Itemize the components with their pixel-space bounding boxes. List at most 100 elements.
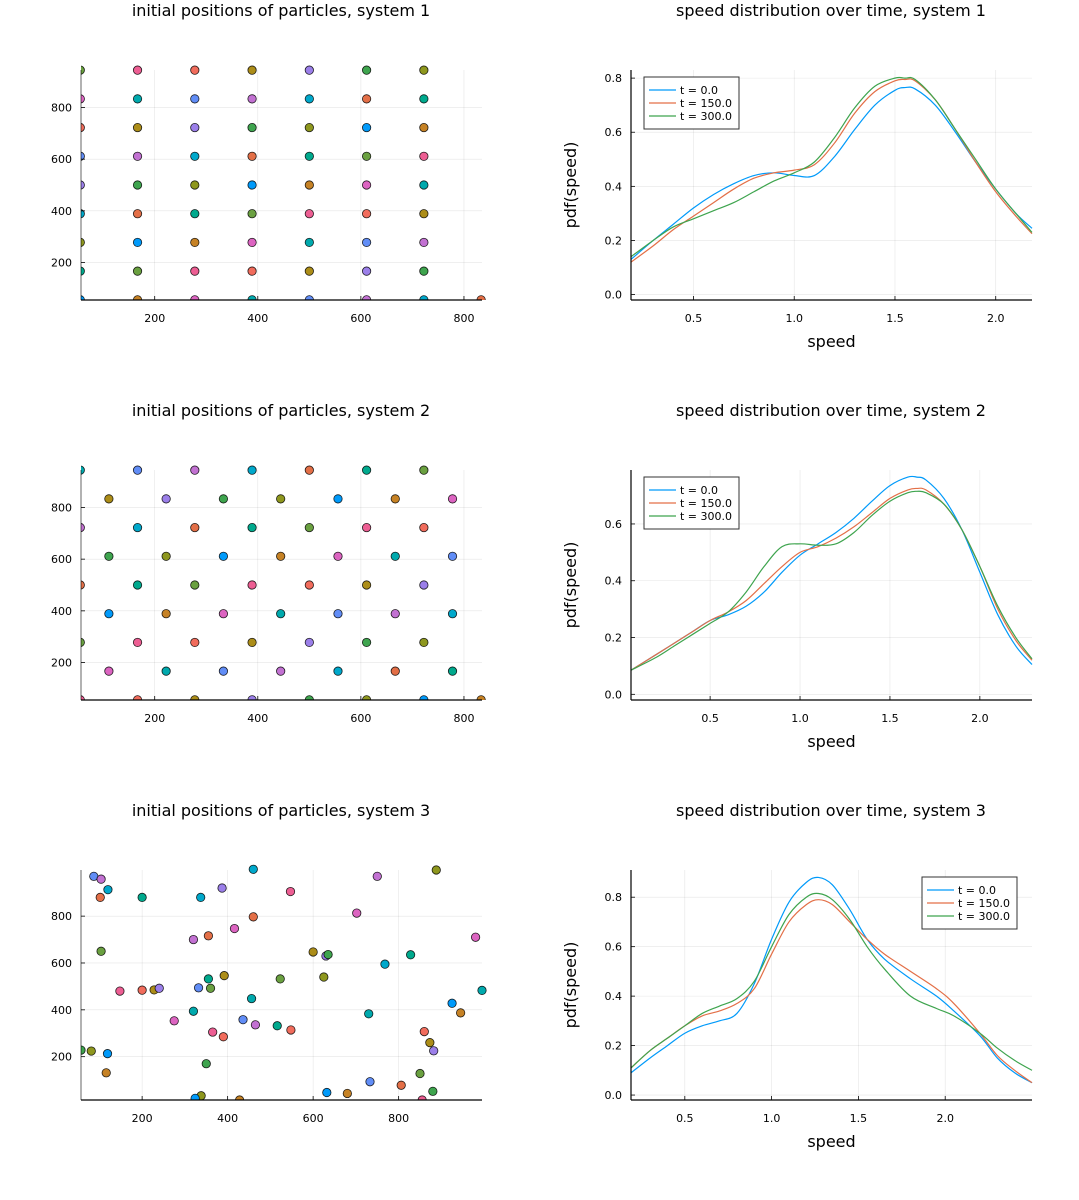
scatter-point bbox=[248, 912, 258, 922]
scatter-point bbox=[447, 609, 458, 619]
legend-label: t = 300.0 bbox=[958, 910, 1010, 923]
x-axis-label: speed bbox=[807, 1132, 855, 1151]
scatter-point bbox=[308, 947, 318, 957]
y-tick-label: 0.2 bbox=[605, 632, 623, 645]
scatter-point bbox=[247, 122, 257, 133]
scatter-point bbox=[285, 886, 296, 897]
scatter-point bbox=[132, 180, 143, 190]
y-tick-label: 400 bbox=[51, 605, 72, 618]
x-tick-label: 2.0 bbox=[971, 712, 989, 725]
scatter-point bbox=[447, 551, 458, 561]
scatter-point bbox=[456, 1008, 466, 1018]
scatter-point bbox=[246, 993, 257, 1004]
scatter-point bbox=[352, 908, 362, 918]
scatter-point bbox=[247, 266, 257, 276]
scatter-point bbox=[319, 972, 329, 982]
scatter-point bbox=[104, 609, 114, 619]
y-tick-label: 200 bbox=[51, 657, 72, 670]
scatter-point bbox=[218, 494, 229, 504]
x-tick-label: 1.0 bbox=[763, 1112, 781, 1125]
scatter-point bbox=[250, 1020, 261, 1030]
scatter-point bbox=[235, 1095, 245, 1100]
x-tick-label: 1.5 bbox=[886, 312, 904, 325]
plot-area bbox=[631, 76, 1033, 263]
y-tick-label: 400 bbox=[51, 205, 72, 218]
scatter-point bbox=[86, 1046, 96, 1056]
scatter-point bbox=[81, 237, 85, 247]
scatter-point bbox=[276, 494, 286, 504]
chart-title: speed distribution over time, system 1 bbox=[676, 1, 986, 20]
scatter-point bbox=[361, 94, 372, 104]
x-tick-label: 200 bbox=[144, 312, 165, 325]
y-tick-label: 400 bbox=[51, 1004, 72, 1017]
scatter-point bbox=[81, 65, 85, 75]
legend-label: t = 300.0 bbox=[680, 510, 732, 523]
scatter-point bbox=[361, 237, 372, 248]
scatter-point bbox=[419, 151, 429, 161]
x-tick-label: 800 bbox=[453, 312, 474, 325]
x-tick-label: 800 bbox=[453, 712, 474, 725]
x-tick-label: 0.5 bbox=[676, 1112, 694, 1125]
scatter-point bbox=[361, 465, 372, 475]
scatter-point bbox=[304, 266, 314, 276]
scatter-point bbox=[104, 551, 114, 561]
scatter-point bbox=[218, 666, 229, 676]
scatter-point bbox=[218, 551, 229, 561]
scatter-point bbox=[364, 1009, 374, 1019]
scatter-point bbox=[333, 609, 343, 619]
scatter-point bbox=[304, 122, 314, 133]
scatter-point bbox=[333, 494, 343, 504]
scatter-point bbox=[365, 1077, 375, 1087]
scatter-point bbox=[190, 237, 200, 248]
x-tick-label: 600 bbox=[350, 712, 371, 725]
scatter-point bbox=[304, 237, 314, 248]
scatter-point bbox=[361, 65, 372, 75]
x-tick-label: 0.5 bbox=[685, 312, 703, 325]
legend-label: t = 150.0 bbox=[680, 97, 732, 110]
scatter-point bbox=[247, 65, 257, 75]
chart-title: initial positions of particles, system 3 bbox=[132, 801, 430, 820]
scatter-point bbox=[304, 637, 314, 648]
scatter-point bbox=[447, 494, 458, 504]
x-tick-label: 200 bbox=[144, 712, 165, 725]
chart-title: initial positions of particles, system 2 bbox=[132, 401, 430, 420]
scatter-point bbox=[419, 209, 429, 219]
scatter-point bbox=[276, 666, 286, 676]
scatter-point bbox=[132, 522, 143, 533]
scatter-point bbox=[137, 892, 147, 903]
scatter-point bbox=[96, 874, 106, 884]
scatter-point bbox=[396, 1080, 406, 1090]
y-tick-label: 200 bbox=[51, 257, 72, 270]
y-axis-label: pdf(speed) bbox=[561, 942, 580, 1029]
scatter-point bbox=[272, 1021, 282, 1031]
scatter-point bbox=[190, 180, 200, 190]
scatter-point bbox=[196, 892, 206, 903]
scatter-point bbox=[247, 151, 257, 161]
scatter-point bbox=[132, 209, 143, 219]
chart-title: speed distribution over time, system 3 bbox=[676, 801, 986, 820]
scatter-point bbox=[419, 580, 429, 590]
scatter-point bbox=[101, 1068, 111, 1078]
scatter-point bbox=[361, 266, 372, 276]
scatter-point bbox=[248, 864, 258, 874]
x-axis-label: speed bbox=[807, 332, 855, 351]
scatter-point bbox=[361, 637, 372, 648]
scatter-point bbox=[218, 609, 229, 619]
x-tick-label: 400 bbox=[247, 712, 268, 725]
scatter-point bbox=[81, 637, 85, 647]
scatter-point bbox=[229, 923, 240, 934]
legend-label: t = 150.0 bbox=[958, 897, 1010, 910]
scatter-point bbox=[81, 209, 85, 219]
series-line-1 bbox=[631, 876, 1033, 1084]
scatter-point bbox=[219, 971, 229, 981]
scatter-point bbox=[428, 1086, 438, 1096]
scatter-point bbox=[104, 666, 114, 676]
scatter-point bbox=[275, 974, 285, 984]
scatter-point bbox=[425, 1038, 435, 1048]
scatter-point bbox=[190, 522, 200, 533]
scatter-point bbox=[81, 151, 85, 161]
scatter-point bbox=[132, 637, 143, 648]
y-tick-label: 0.4 bbox=[605, 180, 623, 193]
legend-label: t = 0.0 bbox=[958, 884, 996, 897]
